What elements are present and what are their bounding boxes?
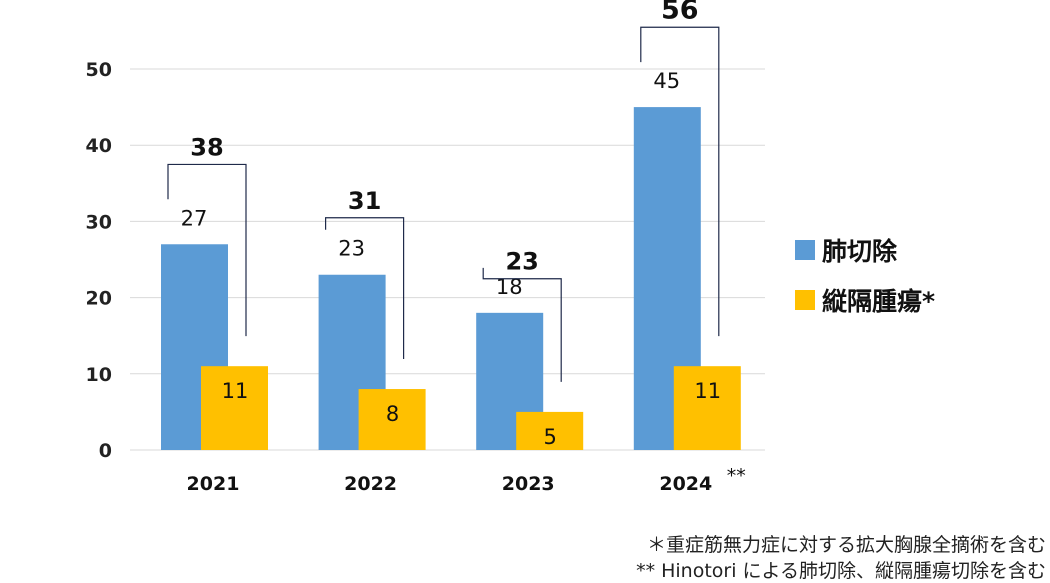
footnote-1: ＊重症筋無力症に対する拡大胸腺全摘術を含む xyxy=(646,534,1046,556)
y-tick-label: 10 xyxy=(86,364,112,386)
total-label: 31 xyxy=(348,187,381,215)
x-tick-label: 2023 xyxy=(502,473,555,495)
bar-2022-mediastinal xyxy=(358,389,426,450)
x-tick-label: 2022 xyxy=(344,473,397,495)
data-label: 27 xyxy=(181,206,208,230)
y-tick-label: 30 xyxy=(86,211,112,233)
legend-swatch xyxy=(795,290,815,310)
bar-2023-mediastinal xyxy=(516,411,584,450)
footnote-2: ** Hinotori による肺切除、縦隔腫瘍切除を含む xyxy=(636,560,1046,582)
data-label: 11 xyxy=(222,379,249,403)
y-tick-label: 0 xyxy=(99,440,112,462)
bar-2024-mediastinal xyxy=(673,366,741,450)
legend-swatch xyxy=(795,240,815,260)
data-label: 11 xyxy=(694,379,721,403)
total-label: 56 xyxy=(661,0,699,25)
x-tick-label: 2024 xyxy=(659,473,712,495)
total-label: 38 xyxy=(190,133,223,161)
total-bracket xyxy=(640,26,720,337)
data-label: 5 xyxy=(544,425,557,449)
total-bracket xyxy=(167,163,247,337)
legend-label: 肺切除 xyxy=(822,237,898,266)
bar-2021-mediastinal xyxy=(201,366,268,450)
total-bracket xyxy=(482,267,562,382)
x-tick-suffix: ** xyxy=(727,465,746,487)
total-bracket xyxy=(325,217,405,360)
total-label: 23 xyxy=(505,248,538,276)
data-label: 23 xyxy=(338,237,365,261)
data-label: 8 xyxy=(386,402,399,426)
y-tick-label: 20 xyxy=(86,288,112,310)
y-tick-label: 50 xyxy=(86,59,112,81)
data-label: 45 xyxy=(653,69,680,93)
legend-label: 縦隔腫瘍* xyxy=(822,287,935,316)
x-tick-label: 2021 xyxy=(187,473,240,495)
y-tick-label: 40 xyxy=(86,135,112,157)
